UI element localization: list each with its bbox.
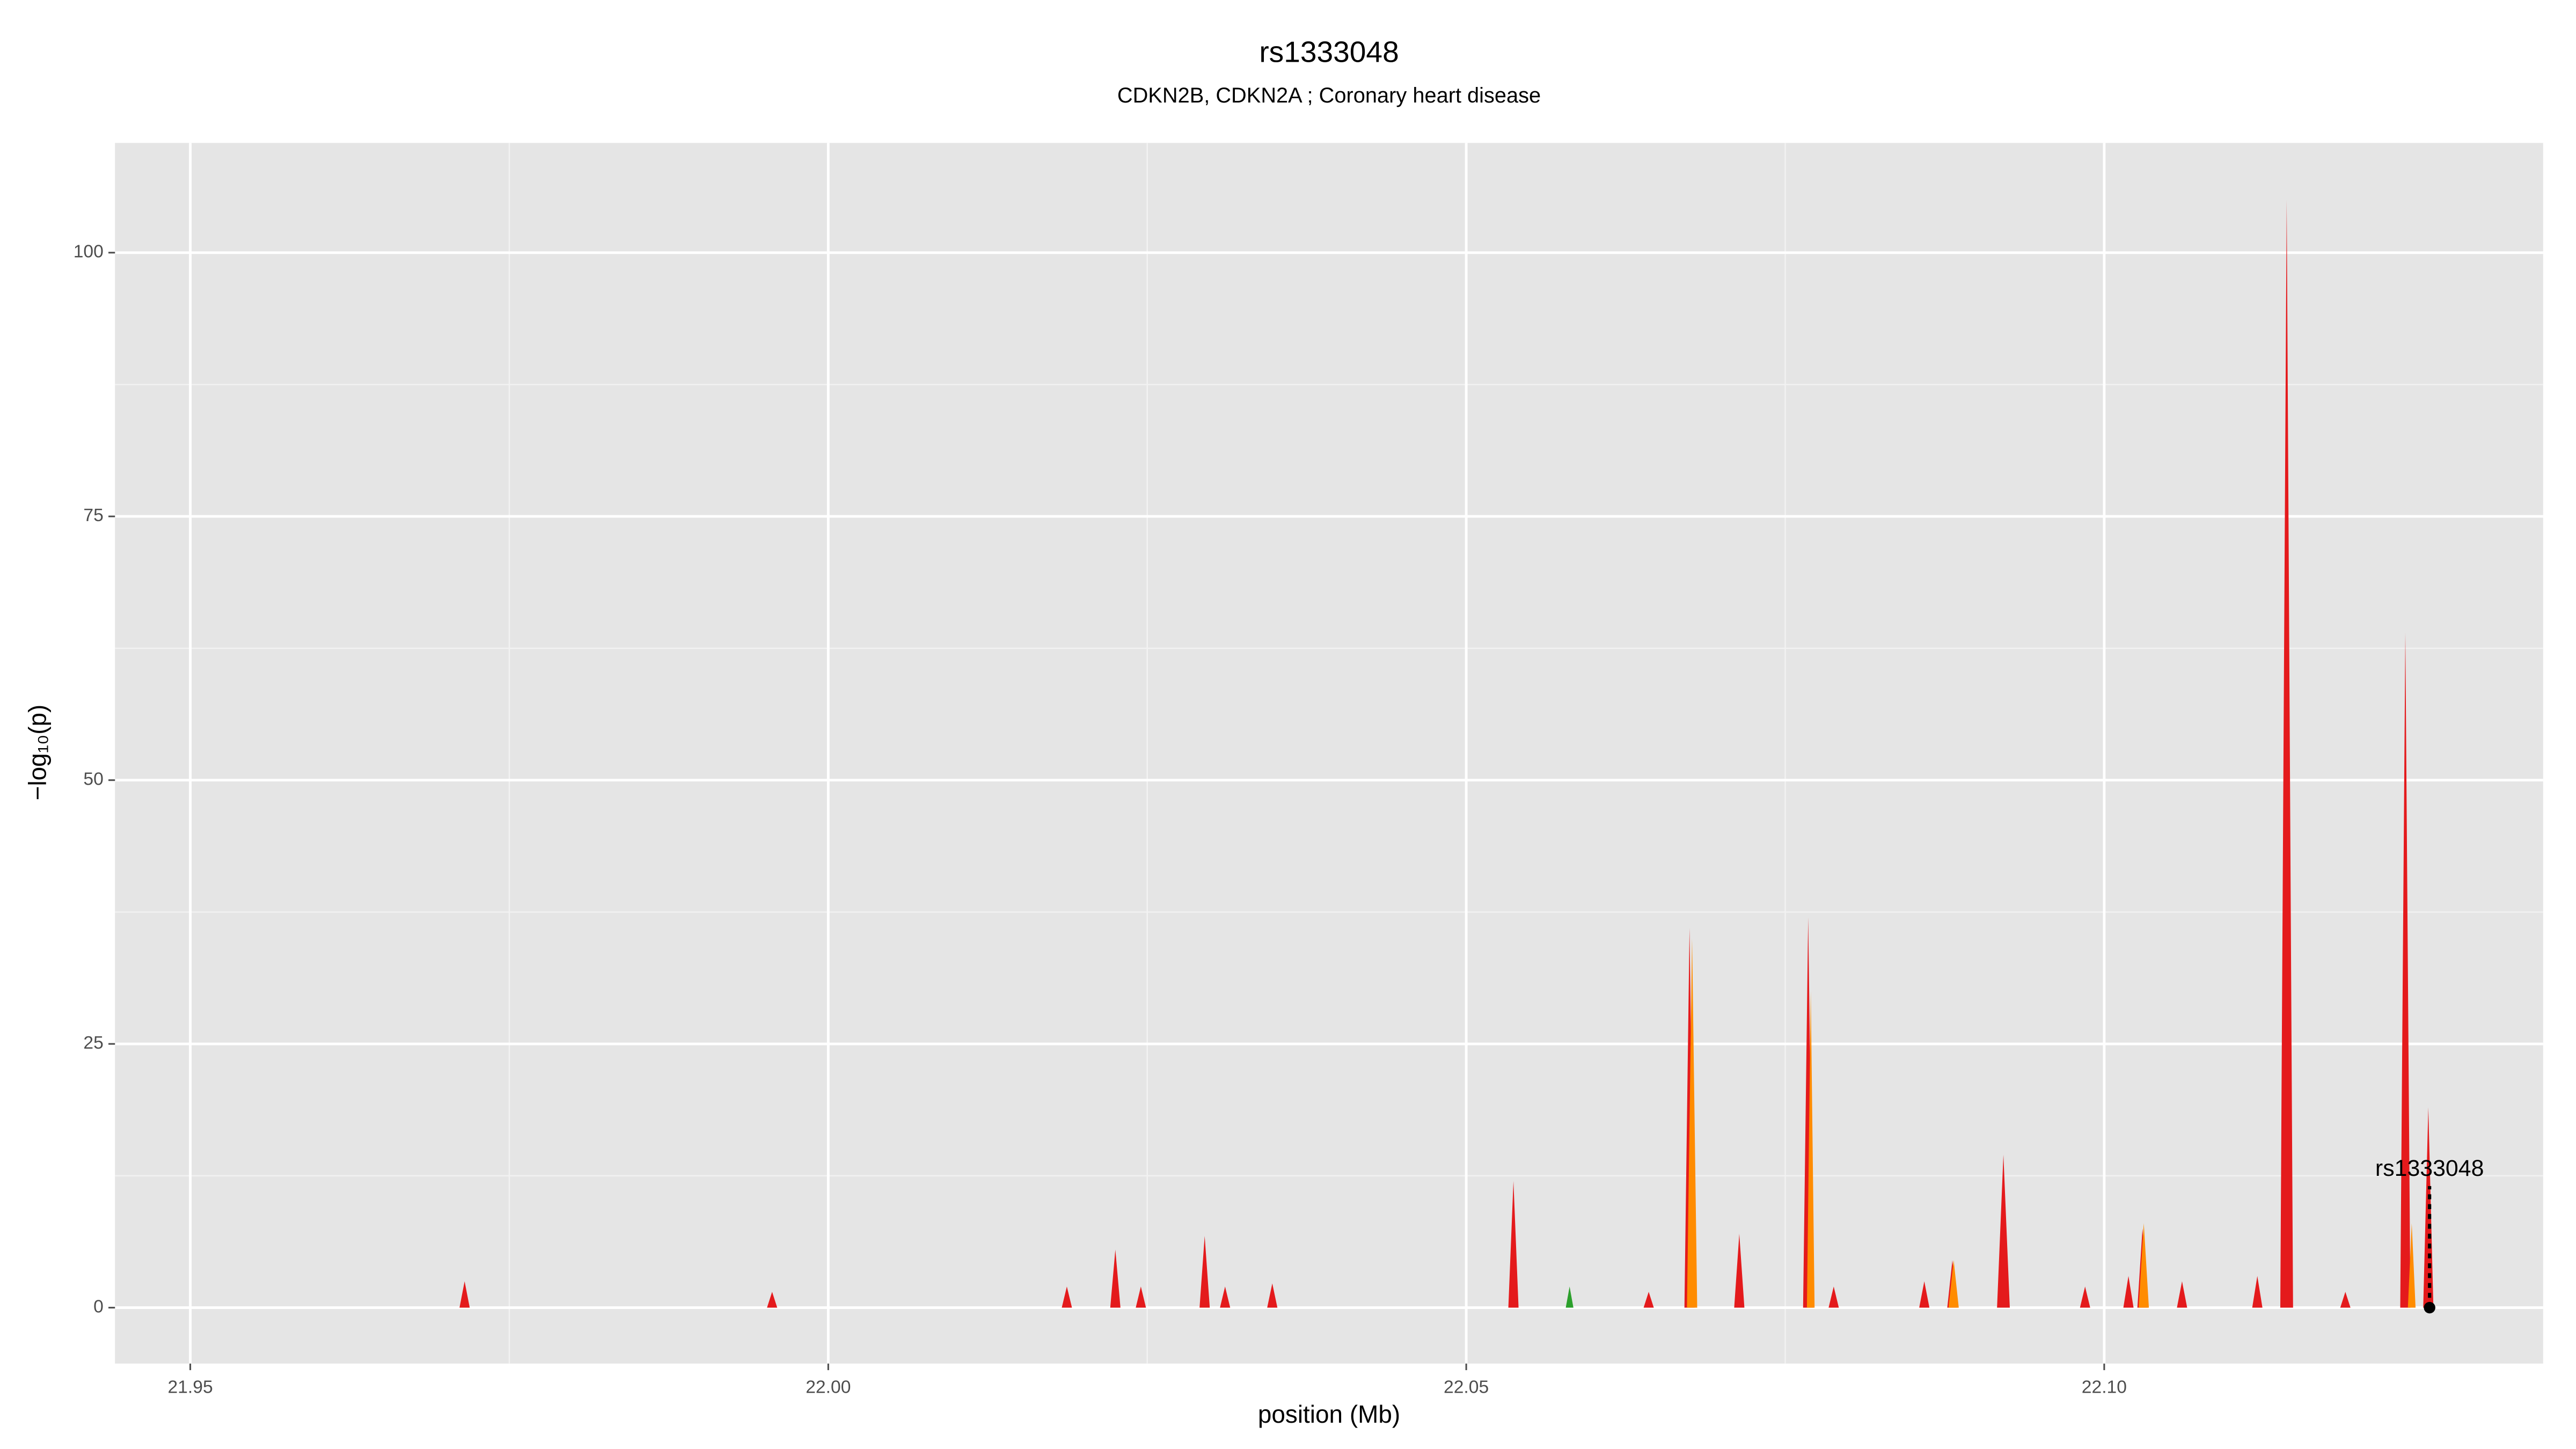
x-tick-label: 22.00 bbox=[806, 1378, 851, 1397]
chart-subtitle: CDKN2B, CDKN2A ; Coronary heart disease bbox=[1117, 84, 1541, 107]
annotation-point bbox=[2424, 1301, 2435, 1314]
x-tick-label: 22.10 bbox=[2082, 1378, 2127, 1397]
x-tick-label: 22.05 bbox=[1444, 1378, 1489, 1397]
area bbox=[1565, 1286, 1574, 1308]
y-tick-label: 0 bbox=[93, 1297, 104, 1317]
y-axis-label: −log₁₀(p) bbox=[24, 705, 52, 801]
y-tick-label: 50 bbox=[83, 770, 103, 789]
annotation-label: rs1333048 bbox=[2375, 1155, 2484, 1181]
plot-panel bbox=[115, 143, 2543, 1364]
y-tick-label: 75 bbox=[83, 506, 103, 525]
chart-title: rs1333048 bbox=[1259, 35, 1399, 69]
y-tick-label: 25 bbox=[83, 1033, 103, 1053]
y-tick-label: 100 bbox=[74, 242, 104, 262]
x-tick-label: 21.95 bbox=[167, 1378, 213, 1397]
x-axis-label: position (Mb) bbox=[1258, 1400, 1400, 1428]
